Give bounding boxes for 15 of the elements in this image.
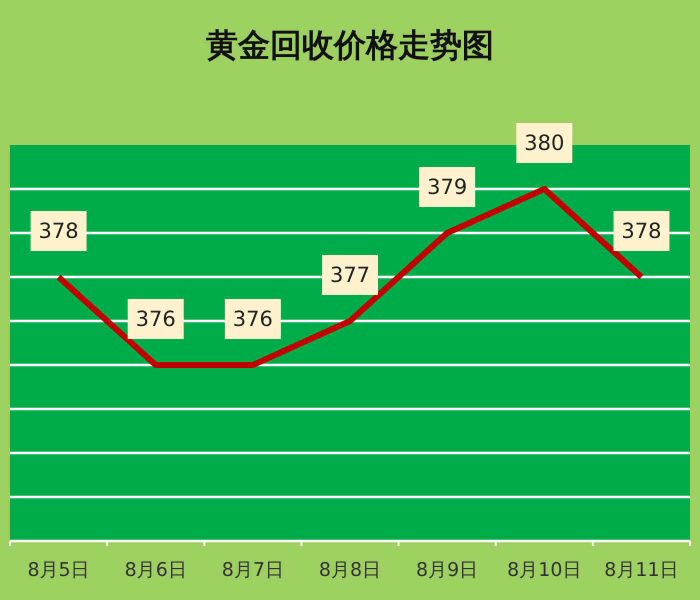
chart-title: 黄金回收价格走势图 [206,26,494,64]
data-label: 377 [330,263,370,287]
x-tick-label: 8月6日 [124,559,187,581]
x-tick-label: 8月9日 [416,559,478,581]
x-tick-label: 8月10日 [507,559,582,581]
data-label: 379 [427,175,468,199]
data-label: 376 [136,307,176,331]
x-tick-label: 8月8日 [318,559,382,581]
data-label: 380 [524,131,564,155]
x-tick-label: 8月11日 [604,559,679,581]
x-tick-label: 8月7日 [222,559,284,581]
data-label: 378 [621,219,662,243]
data-label: 376 [232,307,273,331]
x-tick-label: 8月5日 [27,559,90,581]
data-label: 378 [38,219,79,243]
